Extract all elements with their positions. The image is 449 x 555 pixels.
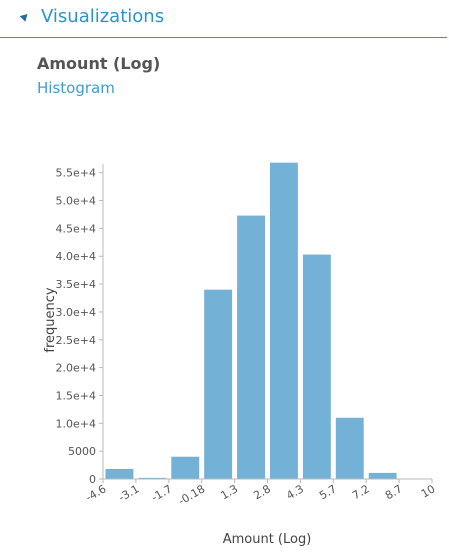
y-axis-label: frequency xyxy=(43,287,58,353)
x-axis-label: Amount (Log) xyxy=(223,532,312,547)
x-tick-label: 7.2 xyxy=(350,482,372,502)
y-axis-ticks: 0 5000 1.0e+4 1.5e+4 2.0e+4 2.5e+4 3.0e+4 3.5e+… xyxy=(56,167,103,486)
x-tick-label: -0.18 xyxy=(176,482,207,507)
y-tick-label: 5.5e+4 xyxy=(56,167,96,180)
x-tick-label: 5.7 xyxy=(317,482,339,502)
y-tick-label: 1.5e+4 xyxy=(56,389,96,402)
histogram-bar[interactable] xyxy=(302,254,331,479)
x-tick-label: 4.3 xyxy=(284,482,306,502)
chart-subheading: Histogram xyxy=(37,79,115,97)
histogram-bar[interactable] xyxy=(237,215,265,479)
histogram-bars xyxy=(105,162,430,480)
y-tick-label: 3.5e+4 xyxy=(56,278,96,291)
y-tick-label: 4.0e+4 xyxy=(56,250,96,263)
x-tick-label: 2.8 xyxy=(251,482,273,502)
histogram-bar[interactable] xyxy=(138,477,167,479)
y-tick-label: 5.0e+4 xyxy=(56,195,96,208)
x-tick-label: -3.1 xyxy=(116,482,141,504)
histogram-bar[interactable] xyxy=(171,456,200,479)
panel-title: Visualizations xyxy=(41,6,165,27)
y-tick-label: 5000 xyxy=(68,445,96,458)
x-tick-label: 8.7 xyxy=(383,482,405,502)
histogram-bar[interactable] xyxy=(368,472,397,479)
histogram-bar[interactable] xyxy=(335,417,364,479)
histogram-bar[interactable] xyxy=(270,162,298,480)
x-tick-label: 10 xyxy=(419,482,438,500)
y-tick-label: 1.0e+4 xyxy=(56,417,96,430)
x-tick-label: 1.3 xyxy=(218,482,240,502)
y-tick-label: 3.0e+4 xyxy=(56,306,96,319)
y-tick-label: 0 xyxy=(89,473,96,486)
y-tick-label: 2.0e+4 xyxy=(56,362,96,375)
x-tick-label: -1.7 xyxy=(149,482,174,504)
visualizations-header[interactable]: Visualizations xyxy=(0,0,447,38)
chart-heading: Amount (Log) xyxy=(37,54,161,73)
histogram-bar[interactable] xyxy=(204,289,233,479)
x-tick-label: -4.6 xyxy=(83,482,108,504)
y-tick-label: 4.5e+4 xyxy=(56,222,96,235)
histogram-bar[interactable] xyxy=(105,468,134,479)
y-tick-label: 2.5e+4 xyxy=(56,334,96,347)
x-axis-ticks: -4.6 -3.1 -1.7 -0.18 1.3 2.8 4.3 5.7 7.2 8.7 10 xyxy=(83,479,438,508)
